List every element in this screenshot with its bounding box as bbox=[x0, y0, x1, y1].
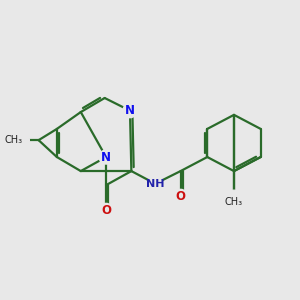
Circle shape bbox=[17, 134, 29, 146]
Text: CH₃: CH₃ bbox=[225, 197, 243, 207]
Text: CH₃: CH₃ bbox=[4, 135, 22, 145]
Text: N: N bbox=[101, 151, 111, 164]
Circle shape bbox=[173, 189, 188, 203]
Text: O: O bbox=[176, 190, 186, 203]
Text: N: N bbox=[125, 104, 135, 117]
Circle shape bbox=[123, 103, 137, 118]
Text: NH: NH bbox=[146, 179, 164, 189]
Circle shape bbox=[99, 203, 113, 218]
Circle shape bbox=[99, 150, 113, 164]
Circle shape bbox=[228, 190, 240, 202]
Circle shape bbox=[148, 177, 162, 191]
Text: O: O bbox=[101, 204, 111, 217]
